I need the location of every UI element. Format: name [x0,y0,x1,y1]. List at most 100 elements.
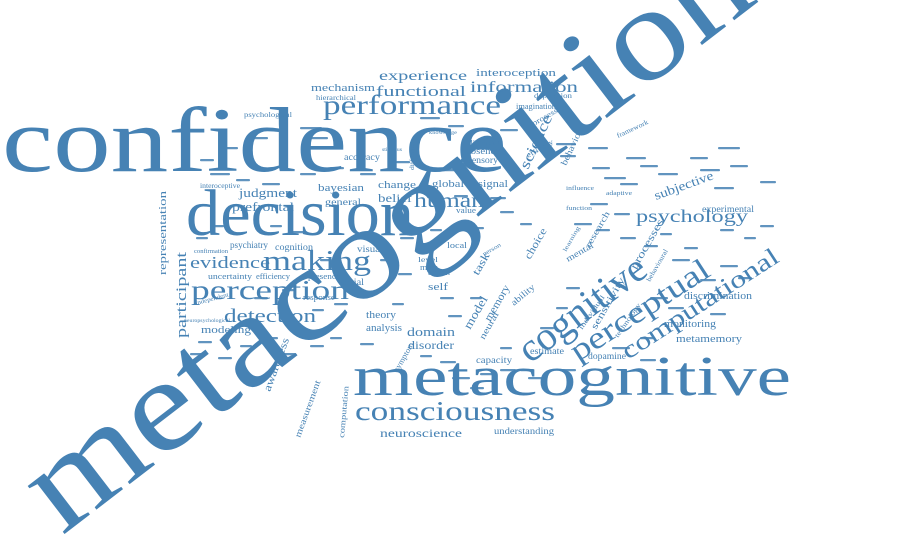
filler-word [330,167,344,169]
word-metamemory: metamemory [676,333,743,345]
word-stimulus: stimulus [382,148,402,153]
filler-word [312,309,324,311]
filler-word [310,345,324,347]
filler-word [556,143,576,145]
filler-word [744,237,756,239]
filler-word [566,287,580,289]
word-global: global [432,178,464,190]
filler-word [236,179,250,181]
word-psychiatry: psychiatry [230,240,268,250]
filler-word [500,369,516,371]
filler-word [264,337,278,339]
word-domain: domain [407,324,456,339]
word-knowledge: knowledge [429,131,458,136]
filler-word [710,313,726,315]
word-understanding: understanding [494,426,555,436]
filler-word [280,353,296,355]
filler-word [490,197,506,199]
filler-word [730,165,748,167]
word-evidence: evidence [190,253,270,272]
filler-word [684,247,698,249]
filler-word [282,289,294,291]
filler-word [360,173,376,175]
word-depression: depression [534,92,573,100]
filler-word [500,129,518,131]
word-neuroscience: neuroscience [380,426,462,440]
filler-word [690,157,708,159]
filler-word [380,259,392,261]
filler-word [220,147,238,149]
word-mechanism: mechanism [311,82,376,94]
filler-word [644,245,658,247]
filler-word [196,237,208,239]
word-participant: participant [174,251,190,338]
filler-word [592,167,610,169]
filler-word [190,353,202,355]
filler-word [448,315,462,317]
filler-word [658,173,678,175]
filler-word [672,259,690,261]
filler-word [640,337,654,339]
filler-word [330,337,342,339]
filler-word [718,147,740,149]
filler-word [300,127,322,129]
word-uncertainty: uncertainty [208,272,252,281]
word-value: value [456,206,477,215]
filler-word [588,147,608,149]
word-research: research [583,209,612,249]
filler-word [420,355,432,357]
filler-word [720,265,738,267]
word-choice: choice [522,226,549,262]
word-response: response [303,293,336,302]
word-local: local [447,241,468,250]
filler-word [596,229,610,231]
filler-word [700,169,720,171]
filler-word [400,237,414,239]
word-theory: theory [366,309,397,321]
filler-word [500,347,512,349]
word-visual: visual [357,244,384,254]
filler-word [700,279,716,281]
word-dopamine: dopamine [588,351,626,361]
word-social: social [340,277,365,287]
filler-word [640,359,656,361]
filler-word [252,137,268,139]
word-ability: ability [509,281,537,307]
word-capacity: capacity [476,355,513,365]
filler-word [604,177,626,179]
filler-word [738,277,752,279]
word-influence: influence [566,185,594,192]
filler-word [398,273,412,275]
filler-word [240,345,252,347]
filler-word [440,361,456,363]
word-signal: signal [478,178,508,190]
word-accuracy: accuracy [344,152,381,162]
filler-word [520,369,534,371]
word-modeling: modeling [201,324,252,336]
word-psychological: psychological [244,111,292,119]
word-self: self [428,281,448,293]
filler-word [334,303,348,305]
filler-word [560,155,576,157]
filler-word [626,157,646,159]
word-function: function [566,205,592,212]
filler-word [310,137,328,139]
filler-word [668,307,684,309]
word-cognition: cognition [275,242,314,252]
filler-word [448,125,464,127]
word-meta: meta [420,263,439,272]
filler-word [270,225,282,227]
filler-word [574,223,592,225]
filler-word [620,183,638,185]
filler-word [540,327,554,329]
filler-word [650,297,668,299]
word-monitoring: monitoring [664,318,717,330]
filler-word [198,341,212,343]
word-judgment: judgment [238,185,298,200]
filler-word [420,117,440,119]
word-representation: representation [157,190,169,275]
word-presence: presence [308,272,341,281]
word-neuropsychological: neuropsychological [184,319,231,324]
